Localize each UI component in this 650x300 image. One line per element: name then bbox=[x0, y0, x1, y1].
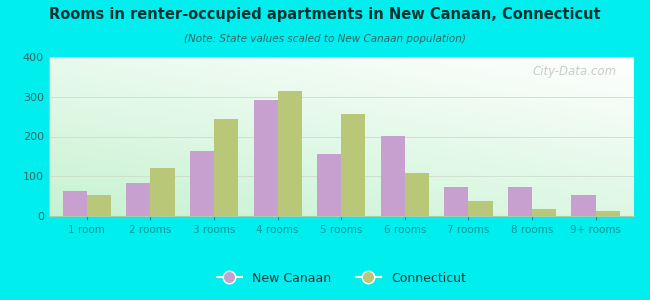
Text: (Note: State values scaled to New Canaan population): (Note: State values scaled to New Canaan… bbox=[184, 34, 466, 44]
Bar bbox=[317, 154, 341, 216]
Bar bbox=[532, 209, 556, 216]
Text: City-Data.com: City-Data.com bbox=[532, 65, 616, 78]
Bar bbox=[381, 136, 405, 216]
Bar bbox=[126, 183, 151, 216]
Bar bbox=[278, 91, 302, 216]
Text: Rooms in renter-occupied apartments in New Canaan, Connecticut: Rooms in renter-occupied apartments in N… bbox=[49, 8, 601, 22]
Bar bbox=[341, 114, 365, 216]
Legend: New Canaan, Connecticut: New Canaan, Connecticut bbox=[212, 267, 471, 290]
Bar bbox=[571, 195, 595, 216]
Bar bbox=[63, 191, 87, 216]
Bar bbox=[595, 211, 619, 216]
Bar bbox=[87, 195, 111, 216]
Bar bbox=[214, 119, 239, 216]
Bar bbox=[151, 167, 175, 216]
Bar bbox=[444, 188, 469, 216]
Bar bbox=[405, 173, 429, 216]
Bar bbox=[508, 188, 532, 216]
Bar bbox=[190, 151, 214, 216]
Bar bbox=[254, 100, 278, 216]
Bar bbox=[469, 201, 493, 216]
